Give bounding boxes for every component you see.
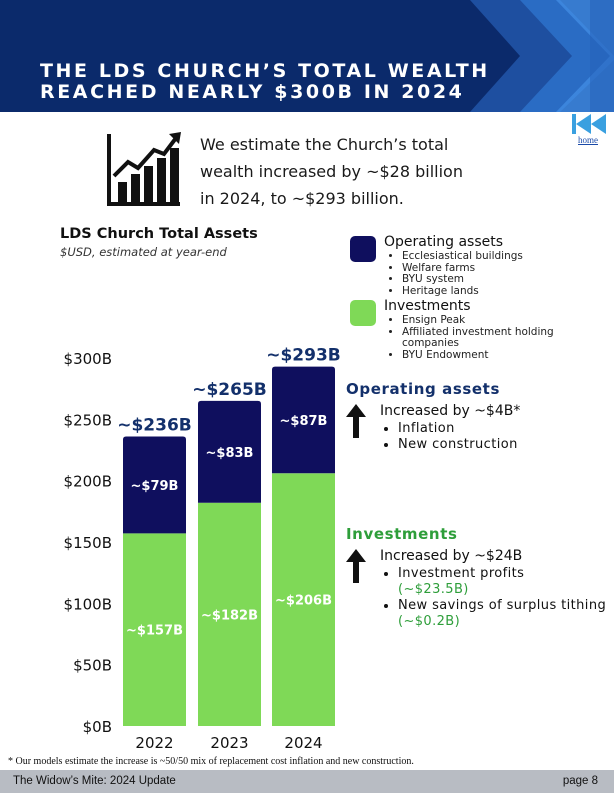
operating-increase: Increased by ~$4B* bbox=[380, 403, 521, 419]
chart-title: LDS Church Total Assets bbox=[60, 226, 258, 242]
header-banner: THE LDS CHURCH’S TOTAL WEALTH REACHED NE… bbox=[0, 0, 614, 112]
investments-annotation-heading: Investments bbox=[346, 525, 458, 543]
legend-item: Heritage lands bbox=[402, 285, 572, 298]
legend-item: Ensign Peak bbox=[402, 314, 572, 327]
operating-annotation-heading: Operating assets bbox=[346, 380, 500, 398]
rewind-icon bbox=[572, 114, 606, 134]
summary-line-2: wealth increased by ~$28 billion bbox=[200, 162, 463, 181]
driver-item: New construction bbox=[398, 437, 614, 453]
y-tick-label: $250B bbox=[64, 411, 112, 429]
driver-item: Inflation bbox=[398, 421, 614, 437]
y-tick-label: $150B bbox=[64, 534, 112, 552]
bar-investments bbox=[123, 533, 186, 726]
driver-value: (~$0.2B) bbox=[398, 614, 461, 629]
legend-item: BYU system bbox=[402, 273, 572, 286]
y-tick-label: $200B bbox=[64, 473, 112, 491]
legend-list-operating: Ecclesiastical buildings Welfare farms B… bbox=[402, 250, 572, 298]
driver-item: New savings of surplus tithing (~$0.2B) bbox=[398, 598, 614, 630]
summary-line-3: in 2024, to ~$293 billion. bbox=[200, 189, 404, 208]
bar-label-operating: ~$79B bbox=[131, 479, 179, 494]
x-tick-label: 2024 bbox=[284, 734, 322, 752]
legend-label-operating: Operating assets bbox=[384, 234, 504, 250]
bar-total-label: ~$293B bbox=[266, 346, 341, 366]
operating-annotation: Operating assets Increased by ~$4B* Infl… bbox=[346, 380, 520, 452]
header-chevrons bbox=[0, 0, 614, 112]
legend-swatch-investments bbox=[350, 300, 376, 326]
summary-text: We estimate the Church’s total wealth in… bbox=[200, 131, 530, 212]
y-tick-label: $300B bbox=[64, 350, 112, 368]
investments-increase: Increased by ~$24B bbox=[380, 548, 523, 564]
title-line-2: REACHED NEARLY $300B IN 2024 bbox=[40, 81, 465, 103]
title-line-1: THE LDS CHURCH’S TOTAL WEALTH bbox=[40, 60, 490, 82]
legend-swatch-operating bbox=[350, 236, 376, 262]
legend-list-investments: Ensign Peak Affiliated investment holdin… bbox=[402, 314, 572, 362]
y-tick-label: $100B bbox=[64, 595, 112, 613]
operating-drivers: Inflation New construction bbox=[386, 421, 614, 453]
bar-label-investments: ~$182B bbox=[201, 608, 258, 623]
investments-drivers: Investment profits (~$23.5B) New savings… bbox=[386, 566, 614, 630]
legend-item: Welfare farms bbox=[402, 262, 572, 275]
bar-label-investments: ~$206B bbox=[275, 594, 332, 609]
bar-label-operating: ~$87B bbox=[280, 414, 328, 429]
bar-investments bbox=[272, 473, 335, 726]
bar-investments bbox=[198, 502, 261, 726]
legend-item: BYU Endowment bbox=[402, 349, 572, 362]
legend-label-investments: Investments bbox=[384, 298, 471, 314]
driver-text: Investment profits bbox=[398, 566, 525, 581]
footnote: * Our models estimate the increase is ~5… bbox=[8, 756, 414, 767]
bar-operating bbox=[123, 436, 186, 534]
y-tick-label: $50B bbox=[73, 657, 112, 675]
driver-item: Investment profits (~$23.5B) bbox=[398, 566, 614, 598]
footer-title: The Widow’s Mite: 2024 Update bbox=[13, 775, 176, 787]
bar-operating bbox=[272, 366, 335, 474]
bar-label-investments: ~$157B bbox=[126, 624, 183, 639]
bar-label-operating: ~$83B bbox=[206, 446, 254, 461]
legend-item: Affiliated investment holding companies bbox=[402, 326, 572, 350]
page-number: page 8 bbox=[562, 775, 598, 787]
driver-value: (~$23.5B) bbox=[398, 582, 469, 597]
page-title: THE LDS CHURCH’S TOTAL WEALTH REACHED NE… bbox=[40, 61, 490, 103]
summary-line-1: We estimate the Church’s total bbox=[200, 135, 449, 154]
x-tick-label: 2023 bbox=[210, 734, 248, 752]
bar-operating bbox=[198, 400, 261, 503]
chart-subtitle: $USD, estimated at year-end bbox=[60, 245, 227, 259]
up-arrow-icon bbox=[346, 404, 366, 438]
y-tick-label: $0B bbox=[83, 718, 112, 736]
up-arrow-icon bbox=[346, 549, 366, 583]
growth-chart-icon bbox=[107, 132, 181, 206]
bar-total-label: ~$236B bbox=[117, 416, 192, 436]
x-tick-label: 2022 bbox=[135, 734, 173, 752]
bar-total-label: ~$265B bbox=[192, 380, 267, 400]
driver-text: New savings of surplus tithing bbox=[398, 598, 607, 613]
home-button[interactable]: home bbox=[570, 114, 610, 148]
legend-item: Ecclesiastical buildings bbox=[402, 250, 572, 263]
footer-bar: The Widow’s Mite: 2024 Update page 8 bbox=[0, 770, 614, 793]
home-link[interactable]: home bbox=[578, 135, 598, 145]
investments-annotation: Investments Increased by ~$24B Investmen… bbox=[346, 525, 606, 629]
